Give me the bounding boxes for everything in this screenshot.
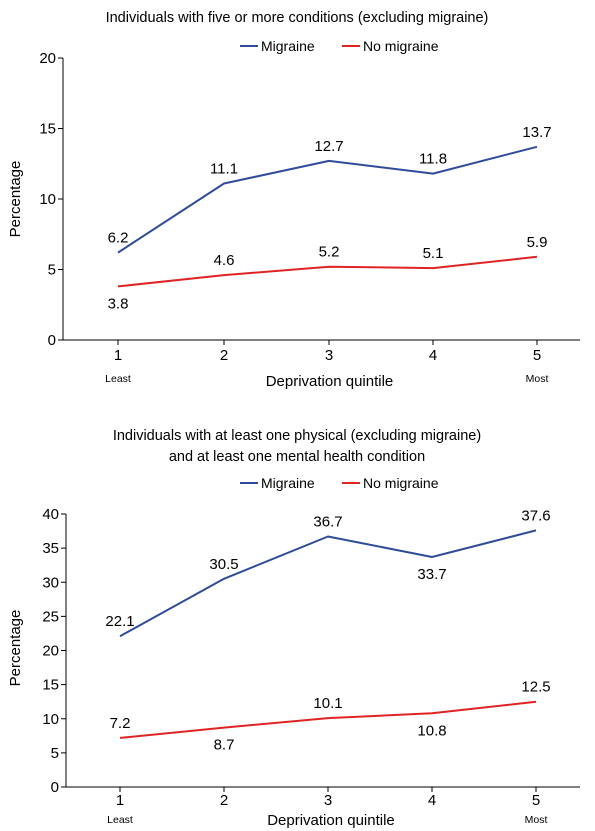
data-label: 4.6 — [214, 252, 235, 269]
y-tick-label: 25 — [42, 608, 59, 625]
y-tick-label: 15 — [42, 677, 59, 694]
y-tick-label: 5 — [51, 745, 59, 762]
x-tick-label: 2 — [220, 347, 228, 364]
x-sublabel-least: Least — [107, 814, 133, 826]
data-label: 36.7 — [313, 514, 342, 531]
y-tick-label: 10 — [42, 711, 59, 728]
chart-1: Individuals with five or more conditions… — [7, 10, 580, 390]
x-tick-label: 3 — [325, 347, 333, 364]
x-tick-label: 1 — [116, 792, 124, 809]
chart-title: Individuals with five or more conditions… — [106, 10, 489, 26]
data-label: 5.1 — [423, 245, 444, 262]
x-tick-label: 5 — [533, 347, 541, 364]
x-axis-label: Deprivation quintile — [267, 812, 395, 829]
y-tick-label: 0 — [51, 779, 59, 796]
legend: Migraine No migraine — [240, 38, 439, 54]
data-label: 3.8 — [108, 295, 129, 312]
data-label: 6.2 — [108, 230, 129, 247]
series-line-2 — [117, 255, 538, 288]
data-label: 12.7 — [314, 138, 343, 155]
data-label: 10.8 — [417, 722, 446, 739]
data-label: 13.7 — [522, 124, 551, 141]
legend-label-1: Migraine — [261, 475, 315, 491]
x-tick-label: 5 — [532, 792, 540, 809]
series-line-2 — [119, 700, 537, 739]
x-tick-label: 1 — [114, 347, 122, 364]
y-tick-label: 20 — [39, 50, 56, 67]
series-line-1 — [117, 145, 538, 254]
y-tick-label: 40 — [42, 506, 59, 523]
x-sublabel-least: Least — [105, 373, 131, 385]
series-line-1 — [119, 529, 537, 638]
data-label: 33.7 — [417, 566, 446, 583]
x-sublabel-most: Most — [525, 814, 548, 826]
y-tick-label: 10 — [39, 191, 56, 208]
legend-label-2: No migraine — [363, 38, 439, 54]
x-axis-label: Deprivation quintile — [266, 373, 394, 390]
y-tick-label: 15 — [39, 121, 56, 138]
y-tick-label: 20 — [42, 643, 59, 660]
data-label: 37.6 — [521, 507, 550, 524]
legend-label-2: No migraine — [363, 475, 439, 491]
x-sublabel-most: Most — [526, 373, 549, 385]
data-label: 30.5 — [209, 556, 238, 573]
y-tick-label: 30 — [42, 574, 59, 591]
y-axis-label: Percentage — [7, 610, 24, 687]
x-tick-label: 4 — [428, 792, 436, 809]
data-label: 11.1 — [210, 160, 238, 177]
data-label: 5.9 — [527, 234, 548, 251]
data-label: 7.2 — [110, 715, 131, 732]
chart-title: Individuals with at least one physical (… — [113, 428, 481, 444]
y-tick-label: 5 — [48, 262, 56, 279]
legend: Migraine No migraine — [240, 475, 439, 491]
x-tick-label: 2 — [220, 792, 228, 809]
chart-title: and at least one mental health condition — [169, 449, 425, 465]
y-tick-label: 0 — [48, 332, 56, 349]
x-tick-label: 3 — [324, 792, 332, 809]
data-label: 10.1 — [313, 695, 342, 712]
data-label: 8.7 — [214, 737, 235, 754]
legend-label-1: Migraine — [261, 38, 315, 54]
y-tick-label: 35 — [42, 540, 59, 557]
x-tick-label: 4 — [429, 347, 437, 364]
chart-2: Individuals with at least one physical (… — [7, 428, 580, 829]
data-label: 5.2 — [319, 244, 340, 261]
data-label: 11.8 — [419, 151, 447, 168]
data-label: 22.1 — [105, 613, 134, 630]
data-label: 12.5 — [521, 679, 550, 696]
y-axis-label: Percentage — [7, 161, 24, 238]
